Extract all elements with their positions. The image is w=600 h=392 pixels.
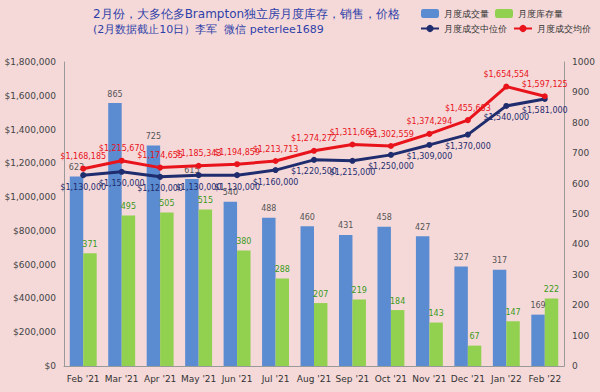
svg-text:800: 800 [572, 118, 589, 128]
svg-text:(2月数据截止10日）李军 微信 peterlee1689: (2月数据截止10日）李军 微信 peterlee1689 [93, 23, 324, 36]
svg-text:371: 371 [82, 240, 97, 249]
svg-text:Sep '21: Sep '21 [336, 374, 370, 384]
svg-text:Jun '21: Jun '21 [221, 374, 253, 384]
svg-text:207: 207 [313, 290, 328, 299]
svg-text:725: 725 [146, 132, 161, 141]
svg-text:300: 300 [572, 270, 589, 280]
svg-text:458: 458 [377, 213, 392, 222]
svg-text:427: 427 [415, 223, 430, 232]
svg-text:400: 400 [572, 239, 589, 249]
svg-text:Oct '21: Oct '21 [375, 374, 407, 384]
svg-text:1000: 1000 [572, 57, 595, 67]
svg-text:$0: $0 [45, 361, 57, 371]
svg-text:$1,581,000: $1,581,000 [522, 106, 568, 115]
svg-text:460: 460 [300, 213, 315, 222]
svg-text:222: 222 [544, 285, 559, 294]
svg-text:月度库存量: 月度库存量 [518, 9, 563, 19]
svg-text:147: 147 [505, 308, 520, 317]
svg-text:月度成交量: 月度成交量 [444, 9, 489, 19]
svg-text:Dec '21: Dec '21 [451, 374, 485, 384]
svg-text:月度成交均价: 月度成交均价 [537, 24, 591, 34]
svg-text:0: 0 [572, 361, 578, 371]
svg-text:$1,194,859: $1,194,859 [214, 147, 260, 157]
svg-text:Jul '21: Jul '21 [261, 374, 290, 384]
svg-text:Feb '21: Feb '21 [67, 374, 100, 384]
svg-text:143: 143 [428, 309, 443, 318]
svg-text:Jan '22: Jan '22 [490, 374, 522, 384]
svg-text:865: 865 [107, 90, 122, 99]
svg-text:$1,311,663: $1,311,663 [329, 128, 376, 137]
svg-text:$1,400,000: $1,400,000 [4, 125, 56, 135]
svg-text:169: 169 [530, 301, 545, 310]
svg-text:623: 623 [68, 163, 85, 173]
svg-text:380: 380 [236, 237, 251, 246]
svg-text:488: 488 [261, 204, 276, 213]
svg-text:$200,000: $200,000 [13, 327, 56, 337]
svg-text:327: 327 [453, 253, 468, 262]
svg-text:Feb '22: Feb '22 [528, 374, 561, 384]
svg-text:$1,250,000: $1,250,000 [368, 162, 414, 171]
svg-text:$600,000: $600,000 [13, 260, 56, 270]
svg-text:$1,540,000: $1,540,000 [483, 113, 530, 123]
svg-text:月度成交中位价: 月度成交中位价 [444, 24, 507, 34]
svg-text:540: 540 [222, 188, 238, 198]
svg-text:Apr '21: Apr '21 [144, 374, 176, 384]
svg-text:$1,130,000: $1,130,000 [60, 182, 107, 192]
svg-text:$1,455,683: $1,455,683 [445, 104, 491, 113]
svg-text:600: 600 [572, 179, 589, 189]
svg-text:2月份，大多伦多Brampton独立房月度库存，销售，价格: 2月份，大多伦多Brampton独立房月度库存，销售，价格 [93, 7, 400, 21]
svg-text:$800,000: $800,000 [13, 226, 56, 236]
svg-text:$1,374,294: $1,374,294 [406, 117, 452, 126]
svg-text:495: 495 [121, 202, 136, 211]
svg-text:Nov '21: Nov '21 [412, 374, 446, 384]
svg-text:431: 431 [338, 221, 353, 230]
svg-text:$1,200,000: $1,200,000 [4, 158, 56, 168]
svg-text:$1,220,500: $1,220,500 [291, 167, 337, 177]
svg-text:288: 288 [275, 265, 290, 274]
svg-text:700: 700 [572, 148, 589, 158]
svg-text:$1,130,000: $1,130,000 [214, 182, 260, 192]
svg-text:$400,000: $400,000 [13, 293, 56, 303]
svg-text:$1,130,000: $1,130,000 [175, 182, 222, 192]
svg-text:$1,174,655: $1,174,655 [137, 151, 184, 161]
svg-text:500: 500 [572, 209, 589, 219]
svg-text:$1,274,272: $1,274,272 [291, 134, 337, 144]
svg-text:$1,150,000: $1,150,000 [98, 179, 145, 189]
svg-text:Aug '21: Aug '21 [297, 374, 331, 384]
svg-text:67: 67 [469, 332, 479, 341]
svg-text:$1,654,554: $1,654,554 [483, 70, 529, 79]
svg-text:$1,160,000: $1,160,000 [253, 178, 299, 187]
svg-text:$1,215,670: $1,215,670 [98, 144, 145, 154]
svg-text:$1,600,000: $1,600,000 [4, 91, 56, 101]
svg-text:May '21: May '21 [181, 374, 216, 384]
svg-text:505: 505 [159, 199, 174, 208]
svg-text:$1,120,000: $1,120,000 [137, 184, 184, 194]
svg-text:Mar '21: Mar '21 [105, 374, 139, 384]
svg-text:317: 317 [492, 256, 507, 265]
svg-text:515: 515 [198, 196, 213, 205]
svg-text:219: 219 [352, 286, 367, 295]
svg-text:$1,185,343: $1,185,343 [175, 149, 222, 159]
svg-text:184: 184 [390, 297, 405, 306]
svg-text:$1,213,713: $1,213,713 [253, 145, 299, 154]
svg-text:200: 200 [572, 300, 589, 310]
svg-text:900: 900 [572, 87, 589, 97]
svg-text:$1,168,185: $1,168,185 [60, 152, 106, 161]
svg-text:$1,309,000: $1,309,000 [406, 152, 452, 161]
svg-text:$1,215,000: $1,215,000 [329, 168, 376, 178]
svg-text:$1,302,559: $1,302,559 [368, 130, 414, 139]
svg-text:$1,000,000: $1,000,000 [4, 192, 56, 202]
svg-text:$1,370,000: $1,370,000 [445, 142, 491, 151]
svg-text:$1,597,125: $1,597,125 [522, 80, 568, 89]
svg-text:$1,800,000: $1,800,000 [4, 57, 56, 67]
svg-text:100: 100 [572, 331, 589, 341]
